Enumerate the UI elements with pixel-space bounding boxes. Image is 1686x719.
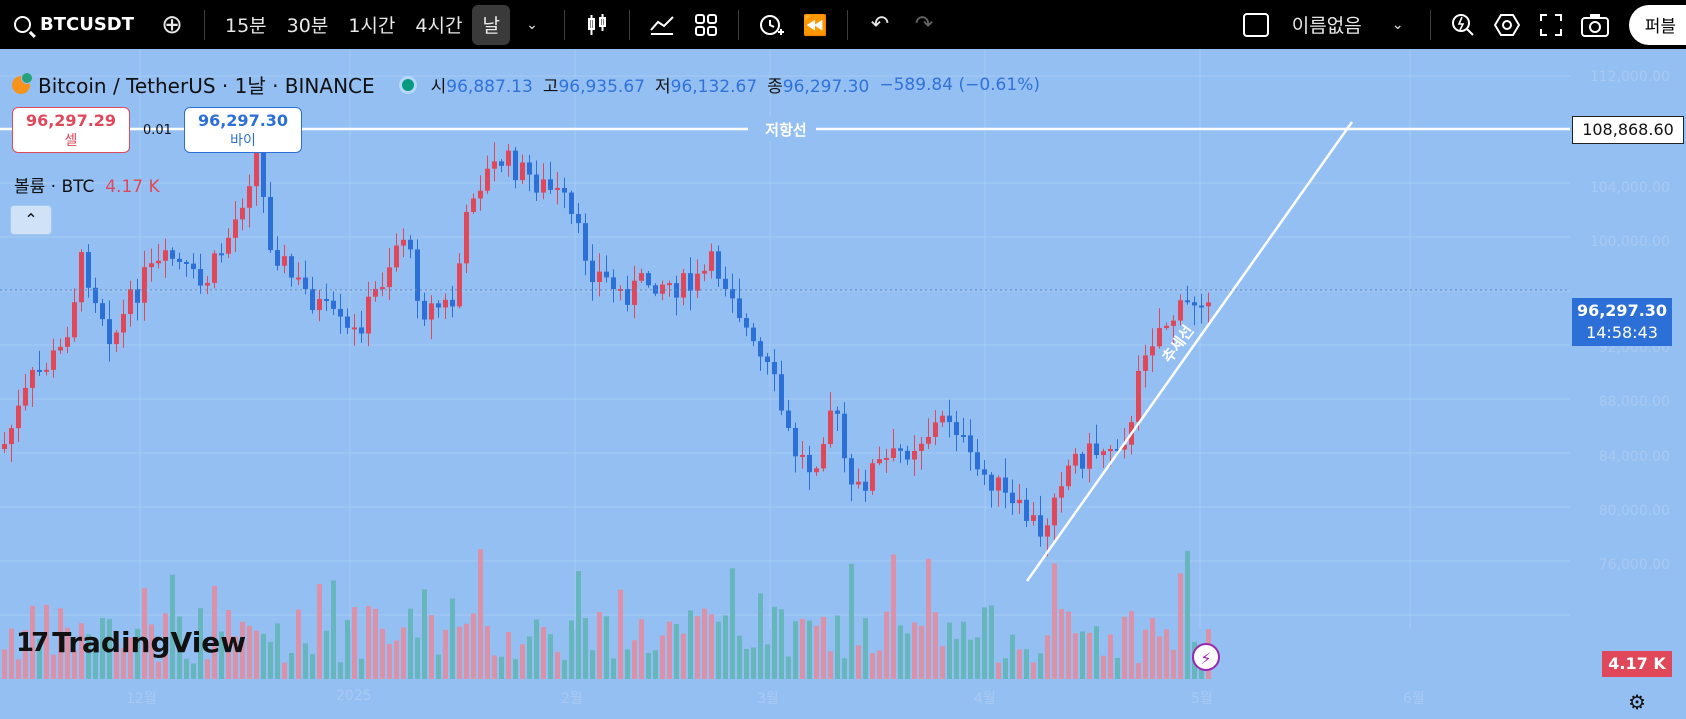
- x-tick: 4월: [974, 691, 996, 707]
- candles-icon[interactable]: [575, 5, 619, 45]
- gear-icon[interactable]: ⚙: [1628, 690, 1646, 714]
- x-tick: 6월: [1403, 691, 1425, 707]
- y-tick: 84,000.00: [1598, 449, 1670, 465]
- settings-hex-icon[interactable]: [1485, 5, 1529, 45]
- interval-15m[interactable]: 15분: [225, 15, 267, 37]
- y-tick: 76,000.00: [1598, 557, 1670, 573]
- quick-search-icon[interactable]: [1441, 5, 1485, 45]
- compare-add-icon[interactable]: ⊕: [161, 9, 183, 40]
- chevron-down-icon[interactable]: ⌄: [1391, 16, 1404, 33]
- symbol-search[interactable]: BTCUSDT: [0, 14, 150, 35]
- volume-value: 4.17 K: [105, 177, 160, 197]
- tradingview-logo-icon: 17: [16, 627, 49, 658]
- ohlc-close: 종96,297.30: [767, 77, 870, 97]
- publish-button[interactable]: 퍼블: [1628, 4, 1686, 45]
- top-toolbar: BTCUSDT ⊕ 15분 30분 1시간 4시간 날 ⌄ ⏪ ↶ ↷ 이름없음…: [0, 0, 1686, 49]
- divider: [846, 9, 848, 40]
- y-tick: 80,000.00: [1598, 503, 1670, 519]
- layout-square-icon[interactable]: [1234, 5, 1278, 45]
- resistance-price-tag: 108,868.60: [1572, 116, 1684, 144]
- chevron-down-icon[interactable]: ⌄: [526, 16, 538, 33]
- chart-grid: [0, 49, 1570, 629]
- ohlc-open: 시96,887.13: [430, 77, 533, 97]
- x-tick: 2월: [561, 691, 583, 707]
- resistance-label: 저항선: [765, 121, 806, 139]
- undo-icon[interactable]: ↶: [870, 12, 890, 37]
- search-icon: [14, 16, 31, 33]
- interval-1d[interactable]: 날: [472, 4, 510, 45]
- alert-clock-icon[interactable]: [749, 5, 793, 45]
- layout-grid-icon[interactable]: [684, 5, 728, 45]
- candlesticks: [2, 135, 1211, 557]
- buy-price: 96,297.30: [197, 111, 289, 130]
- x-tick: 12월: [126, 691, 157, 707]
- logo-text: TradingView: [52, 626, 247, 659]
- y-tick: 104,000.00: [1589, 180, 1670, 196]
- redo-icon[interactable]: ↷: [914, 12, 934, 37]
- resistance-label-bg: [748, 117, 816, 141]
- camera-icon[interactable]: [1573, 5, 1617, 45]
- collapse-legend-button[interactable]: ⌃: [10, 205, 52, 235]
- tradingview-logo[interactable]: 17 TradingView: [16, 626, 246, 659]
- market-open-status-icon: [398, 75, 417, 94]
- symbol-label: BTCUSDT: [40, 14, 135, 35]
- divider: [737, 9, 739, 40]
- volume-label: 볼륨 · BTC: [14, 177, 95, 197]
- volume-tag: 4.17 K: [1602, 651, 1672, 677]
- sell-label: 셀: [64, 133, 78, 149]
- divider: [563, 9, 565, 40]
- volume-bars: [2, 549, 1211, 679]
- price-change: −589.84 (−0.61%): [879, 74, 1040, 95]
- current-price-tag: 96,297.30 14:58:43: [1572, 298, 1672, 346]
- trend-label: 추세선: [1159, 322, 1198, 366]
- symbol-title[interactable]: Bitcoin / TetherUS · 1날 · BINANCE: [38, 74, 375, 98]
- interval-30m[interactable]: 30분: [286, 15, 329, 37]
- volume-legend: 볼륨 · BTC 4.17 K: [14, 172, 160, 197]
- x-tick: 3월: [757, 691, 779, 707]
- fullscreen-icon[interactable]: [1529, 5, 1573, 45]
- replay-icon[interactable]: ⏪: [802, 12, 828, 37]
- y-tick: 88,000.00: [1598, 394, 1670, 410]
- buy-button[interactable]: 96,297.30 바이: [184, 107, 302, 153]
- x-tick: 5월: [1191, 691, 1213, 707]
- chevron-up-icon: ⌃: [24, 210, 38, 229]
- current-price: 96,297.30: [1576, 301, 1668, 320]
- lightning-icon[interactable]: ⚡: [1192, 643, 1220, 671]
- y-tick: 112,000.00: [1589, 69, 1670, 85]
- sell-button[interactable]: 96,297.29 셀: [12, 107, 130, 153]
- y-tick: 100,000.00: [1589, 234, 1670, 250]
- divider: [1429, 9, 1431, 40]
- ohlc-high: 고96,935.67: [542, 77, 645, 97]
- sell-price: 96,297.29: [25, 111, 117, 130]
- ohlc-low: 저96,132.67: [654, 77, 758, 97]
- buy-label: 바이: [230, 133, 256, 149]
- candle-countdown: 14:58:43: [1586, 323, 1658, 342]
- x-tick: 2025: [336, 688, 372, 704]
- indicators-icon[interactable]: [640, 5, 684, 45]
- symbol-legend: Bitcoin / TetherUS · 1날 · BINANCE 시96,88…: [12, 70, 1050, 99]
- divider: [204, 9, 205, 40]
- interval-1h[interactable]: 1시간: [348, 15, 396, 37]
- bitcoin-icon: [12, 71, 33, 94]
- spread-value: 0.01: [143, 123, 172, 138]
- layout-name[interactable]: 이름없음: [1291, 15, 1362, 37]
- interval-4h[interactable]: 4시간: [415, 15, 463, 37]
- price-chart[interactable]: 저항선 추세선: [0, 49, 1686, 719]
- divider: [628, 9, 630, 40]
- trend-line: [1025, 121, 1354, 582]
